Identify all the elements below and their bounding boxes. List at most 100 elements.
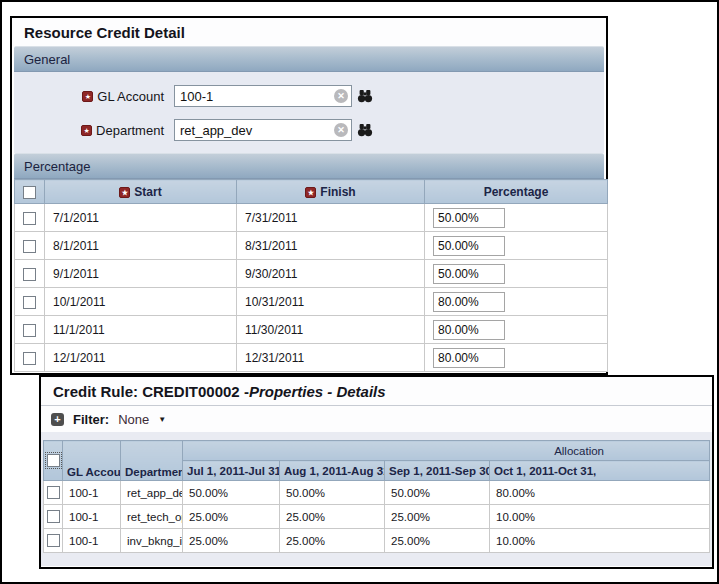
jul-cell: 25.00% <box>183 505 280 529</box>
general-form: ★ GL Account ✕ ★ Department <box>14 72 604 153</box>
expand-icon[interactable]: + <box>51 413 64 426</box>
window1-title: Resource Credit Detail <box>12 18 606 46</box>
oct-cell: 10.00% <box>490 505 710 529</box>
select-all-checkbox[interactable] <box>23 186 36 199</box>
window2-title-italic: Properties - Details <box>249 383 386 400</box>
department-column-header: Department <box>121 441 183 481</box>
gl-account-input[interactable] <box>174 85 352 107</box>
table-row: 7/1/2011 7/31/2011 <box>15 204 608 232</box>
percentage-input[interactable] <box>433 208 505 228</box>
section-header-general: General <box>14 46 604 72</box>
section-header-percentage-label: Percentage <box>24 159 91 174</box>
filter-bar: + Filter: None ▼ <box>41 405 712 432</box>
table-row: 100-1 inv_bkng_it 25.00% 25.00% 25.00% 1… <box>44 529 710 553</box>
gl-account-cell: 100-1 <box>63 529 121 553</box>
gl-account-cell: 100-1 <box>63 481 121 505</box>
section-header-general-label: General <box>24 52 70 67</box>
table-row: 100-1 ret_tech_ops 25.00% 25.00% 25.00% … <box>44 505 710 529</box>
department-input-wrap: ✕ <box>174 119 352 141</box>
oct-column-header: Oct 1, 2011-Oct 31, <box>490 461 710 481</box>
gl-account-row: ★ GL Account ✕ <box>14 85 604 107</box>
required-icon: ★ <box>81 125 92 136</box>
sep-cell: 25.00% <box>385 529 490 553</box>
binoculars-icon <box>357 89 373 103</box>
row-checkbox[interactable] <box>47 534 60 547</box>
credit-rule-details-window: Credit Rule: CREDIT00002 - Properties - … <box>39 375 714 569</box>
finish-cell: 9/30/2011 <box>237 260 425 288</box>
gl-account-column-header: GL Account <box>63 441 121 481</box>
row-checkbox[interactable] <box>23 296 36 309</box>
start-cell: 12/1/2011 <box>45 344 237 372</box>
allocation-group-header-row: GL Account Department Allocation <box>44 441 710 461</box>
allocation-table-container: GL Account Department Allocation Jul 1, … <box>41 432 712 566</box>
sep-column-header: Sep 1, 2011-Sep 30, 2011 <box>385 461 490 481</box>
filter-value[interactable]: None <box>118 412 149 427</box>
finish-cell: 8/31/2011 <box>237 232 425 260</box>
row-checkbox[interactable] <box>23 268 36 281</box>
gl-account-lookup-button[interactable] <box>357 89 373 103</box>
gl-account-label-text: GL Account <box>97 89 164 104</box>
percentage-input[interactable] <box>433 292 505 312</box>
clear-icon[interactable]: ✕ <box>334 123 348 137</box>
finish-cell: 12/31/2011 <box>237 344 425 372</box>
percentage-cell <box>425 344 608 372</box>
department-input[interactable] <box>174 119 352 141</box>
row-checkbox[interactable] <box>47 486 60 499</box>
gl-account-cell: 100-1 <box>63 505 121 529</box>
start-cell: 7/1/2011 <box>45 204 237 232</box>
percentage-table-header-row: ★ Start ★ Finish Percentage <box>15 180 608 204</box>
department-label-text: Department <box>96 123 164 138</box>
required-icon: ★ <box>119 187 130 198</box>
jul-cell: 25.00% <box>183 529 280 553</box>
allocation-table: GL Account Department Allocation Jul 1, … <box>43 440 710 553</box>
table-row: 12/1/2011 12/31/2011 <box>15 344 608 372</box>
percentage-input[interactable] <box>433 348 505 368</box>
percentage-input[interactable] <box>433 236 505 256</box>
table-row: 9/1/2011 9/30/2011 <box>15 260 608 288</box>
allocation-group-header: Allocation <box>183 441 710 461</box>
table-row: 11/1/2011 11/30/2011 <box>15 316 608 344</box>
table-row: 10/1/2011 10/31/2011 <box>15 288 608 316</box>
chevron-down-icon[interactable]: ▼ <box>158 415 166 424</box>
row-checkbox[interactable] <box>47 510 60 523</box>
oct-cell: 80.00% <box>490 481 710 505</box>
aug-cell: 25.00% <box>280 529 385 553</box>
row-checkbox[interactable] <box>23 352 36 365</box>
oct-cell: 10.00% <box>490 529 710 553</box>
aug-column-header: Aug 1, 2011-Aug 31, 2011 <box>280 461 385 481</box>
percentage-cell <box>425 288 608 316</box>
department-cell: ret_tech_ops <box>121 505 183 529</box>
gl-account-input-wrap: ✕ <box>174 85 352 107</box>
jul-cell: 50.00% <box>183 481 280 505</box>
table-row: 8/1/2011 8/31/2011 <box>15 232 608 260</box>
row-checkbox[interactable] <box>23 212 36 225</box>
required-icon: ★ <box>305 187 316 198</box>
finish-column-header: ★ Finish <box>237 180 425 204</box>
finish-cell: 7/31/2011 <box>237 204 425 232</box>
percentage-table: ★ Start ★ Finish Percentage 7/1/2011 7/3… <box>14 179 608 372</box>
percentage-cell <box>425 260 608 288</box>
percentage-cell <box>425 204 608 232</box>
resource-credit-detail-window: Resource Credit Detail General ★ GL Acco… <box>10 16 608 375</box>
start-cell: 10/1/2011 <box>45 288 237 316</box>
department-lookup-button[interactable] <box>357 123 373 137</box>
required-icon: ★ <box>82 91 93 102</box>
department-cell: inv_bkng_it <box>121 529 183 553</box>
percentage-column-header: Percentage <box>425 180 608 204</box>
start-cell: 9/1/2011 <box>45 260 237 288</box>
department-label: ★ Department <box>14 123 164 138</box>
section-header-percentage: Percentage <box>14 153 604 179</box>
aug-cell: 25.00% <box>280 505 385 529</box>
filter-label: Filter: <box>73 412 109 427</box>
row-checkbox[interactable] <box>23 324 36 337</box>
percentage-input[interactable] <box>433 320 505 340</box>
percentage-cell <box>425 232 608 260</box>
row-checkbox[interactable] <box>23 240 36 253</box>
clear-icon[interactable]: ✕ <box>334 89 348 103</box>
gl-account-label: ★ GL Account <box>14 89 164 104</box>
percentage-input[interactable] <box>433 264 505 284</box>
department-row: ★ Department ✕ <box>14 119 604 141</box>
select-all-checkbox[interactable] <box>47 454 60 467</box>
start-cell: 11/1/2011 <box>45 316 237 344</box>
window1-title-text: Resource Credit Detail <box>24 24 185 41</box>
